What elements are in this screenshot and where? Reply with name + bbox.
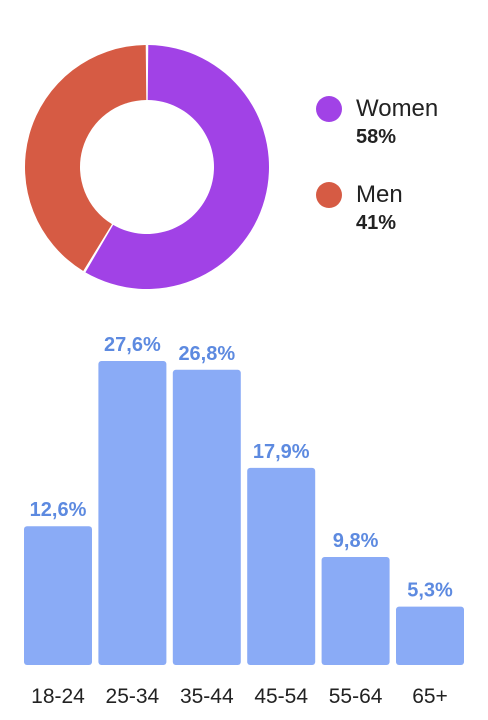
legend-item-women: Women 58%	[316, 96, 438, 152]
legend-label-women: Women	[356, 95, 439, 122]
category-label-55-64: 55-64	[329, 685, 383, 708]
bar-18-24	[24, 526, 92, 665]
legend-item-men: Men 41%	[316, 182, 403, 238]
bar-25-34	[98, 361, 167, 665]
bar-value-label-55-64: 9,8%	[333, 530, 379, 552]
bar-value-label-35-44: 26,8%	[178, 343, 235, 365]
bar-value-label-45-54: 17,9%	[253, 441, 310, 463]
legend-label-men: Men	[356, 181, 403, 208]
legend-value-women: 58%	[356, 126, 397, 148]
donut-slice-women	[85, 45, 269, 290]
legend-value-men: 41%	[356, 212, 397, 234]
category-label-65+: 65+	[412, 685, 448, 708]
bar-value-label-65+: 5,3%	[407, 580, 453, 602]
gender-donut-svg	[24, 45, 269, 290]
category-label-18-24: 18-24	[31, 685, 85, 708]
legend-swatch-men	[316, 182, 342, 208]
category-label-45-54: 45-54	[254, 685, 308, 708]
bar-value-label-25-34: 27,6%	[104, 334, 161, 356]
gender-donut-chart: Women 58% Men 41%	[0, 0, 488, 300]
bar-value-label-18-24: 12,6%	[30, 499, 87, 521]
age-bar-chart: 12,6% 18-24 27,6% 25-34 26,8% 35-44 17,9% 45-54…	[24, 334, 464, 708]
bar-65+	[396, 606, 464, 665]
bar-35-44	[172, 369, 241, 665]
category-label-35-44: 35-44	[180, 685, 234, 708]
donut-slice-men	[24, 45, 147, 272]
category-label-25-34: 25-34	[106, 685, 160, 708]
bar-45-54	[247, 467, 316, 665]
bar-55-64	[321, 557, 390, 665]
legend-swatch-women	[316, 96, 342, 122]
